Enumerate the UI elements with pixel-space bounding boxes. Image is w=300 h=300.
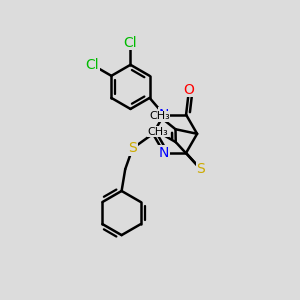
Text: Cl: Cl bbox=[85, 58, 99, 72]
Text: CH₃: CH₃ bbox=[148, 127, 168, 137]
Text: S: S bbox=[196, 162, 205, 176]
Text: S: S bbox=[128, 141, 137, 155]
Text: CH₃: CH₃ bbox=[149, 111, 170, 121]
Text: Cl: Cl bbox=[124, 36, 137, 50]
Text: N: N bbox=[159, 108, 169, 122]
Text: O: O bbox=[184, 83, 194, 97]
Text: N: N bbox=[159, 146, 169, 160]
